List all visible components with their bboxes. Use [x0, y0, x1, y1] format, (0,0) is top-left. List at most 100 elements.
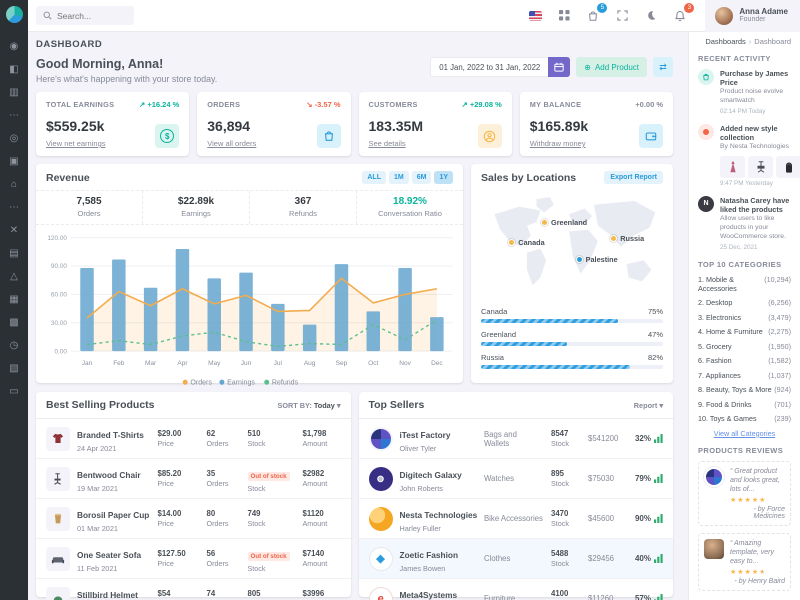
top-navbar: 5 3 Anna Adame Founder: [28, 0, 800, 32]
seller-row[interactable]: ◍ Digitech Galaxy John Roberts Watches 89…: [358, 459, 673, 499]
product-row[interactable]: Borosil Paper Cup 01 Mar 2021 $14.00 Price…: [36, 499, 351, 539]
dollar-icon: $: [155, 124, 180, 148]
product-row[interactable]: One Seater Sofa 11 Feb 2021 $127.50 Price …: [36, 539, 351, 579]
revenue-chart[interactable]: 0.00 30.00 60.00 90.00 120.00 Jan Feb Mar Apr May…: [36, 225, 463, 390]
orders-card[interactable]: ORDERS ↘ -3.57 % 36,894 View all orders: [197, 92, 351, 156]
marker-russia[interactable]: Russia: [610, 234, 644, 243]
activity-item[interactable]: Added new style collection By Nesta Tech…: [698, 123, 800, 187]
product-row[interactable]: Stillbird Helmet17 Jan 2021 $54Price 74O…: [36, 579, 351, 600]
sidebar-menu-icon-4[interactable]: ⋯: [9, 110, 19, 121]
sidebar-menu-icon-15[interactable]: ▧: [9, 363, 19, 374]
bag-thumbnail[interactable]: [776, 155, 800, 178]
category-row[interactable]: 3. Electronics (3,479): [698, 313, 791, 322]
calendar-button[interactable]: [548, 57, 571, 77]
withdraw-money-link[interactable]: Withdraw money: [529, 139, 586, 148]
svg-text:Nov: Nov: [399, 360, 411, 367]
chair-thumbnail[interactable]: [748, 155, 773, 178]
marker-palestine[interactable]: Palestine: [575, 255, 618, 264]
sidebar-menu-icon-12[interactable]: ▦: [9, 294, 19, 305]
category-row[interactable]: 7. Appliances (1,037): [698, 371, 791, 380]
notifications-bell-icon[interactable]: 3: [672, 2, 695, 24]
breadcrumb-parent[interactable]: Dashboards: [705, 37, 746, 46]
tab-1y[interactable]: 1Y: [434, 171, 453, 184]
category-row[interactable]: 2. Desktop (6,256): [698, 298, 791, 307]
export-report-button[interactable]: Export Report: [604, 171, 663, 184]
sidebar-menu-icon-3[interactable]: ▥: [9, 87, 19, 98]
language-flag-icon[interactable]: [527, 8, 543, 24]
cart-icon[interactable]: 5: [585, 2, 608, 24]
activity-item[interactable]: N Natasha Carey have liked the products …: [698, 195, 791, 251]
revenue-refunds-label: Refunds: [289, 209, 317, 218]
location-row-canada: Canada 75%: [481, 307, 663, 323]
dress-thumbnail[interactable]: [720, 155, 745, 178]
category-row[interactable]: 4. Home & Furniture (2,275): [698, 327, 791, 336]
user-menu[interactable]: Anna Adame Founder: [705, 0, 800, 32]
svg-text:Jul: Jul: [274, 360, 283, 367]
total-earnings-card[interactable]: TOTAL EARNINGS ↗ +16.24 % $559.25k View …: [36, 92, 190, 156]
seller-row[interactable]: iTest Factory Oliver Tyler Bags and Walle…: [358, 419, 673, 459]
product-review-card[interactable]: “ Great product and looks great, lots of…: [698, 460, 791, 526]
svg-text:Aug: Aug: [304, 360, 316, 367]
product-row[interactable]: Branded T-Shirts 24 Apr 2021 $29.00 Price …: [36, 419, 351, 459]
breadcrumb-current: Dashboard: [754, 37, 791, 46]
svg-text:Refunds: Refunds: [272, 379, 299, 387]
seller-row[interactable]: Nesta Technologies Harley Fuller Bike Acc…: [358, 499, 673, 539]
sidebar-menu-icon-7[interactable]: ⌂: [10, 179, 18, 190]
view-all-orders-link[interactable]: View all orders: [207, 139, 257, 148]
product-row[interactable]: Bentwood Chair 19 Mar 2021 $85.20 Price 35…: [36, 459, 351, 499]
app-logo-icon[interactable]: [5, 6, 23, 23]
marker-greenland[interactable]: Greenland: [541, 218, 587, 227]
fullscreen-icon[interactable]: [614, 8, 630, 24]
category-row[interactable]: 8. Beauty, Toys & More (924): [698, 385, 791, 394]
date-range-value[interactable]: 01 Jan, 2022 to 31 Jan, 2022: [430, 57, 549, 77]
review-quote: “ Great product and looks great, lots of…: [730, 467, 780, 493]
layout-toggle-button[interactable]: ⇄: [653, 57, 673, 77]
mini-bars-icon: [654, 514, 663, 523]
sidebar-menu-icon-1[interactable]: ◉: [9, 41, 19, 52]
date-range-picker[interactable]: 01 Jan, 2022 to 31 Jan, 2022: [430, 57, 571, 77]
tab-all[interactable]: ALL: [362, 171, 386, 184]
tab-1m[interactable]: 1M: [388, 171, 409, 184]
world-map[interactable]: Greenland Canada Russia Palestine: [481, 192, 663, 296]
category-row[interactable]: 9. Food & Drinks (701): [698, 400, 791, 409]
category-count: (2,275): [768, 327, 791, 337]
category-row[interactable]: 5. Grocery (1,950): [698, 342, 791, 351]
seller-row-highlighted[interactable]: ◆ Zoetic Fashion James Bowen Clothes 5488…: [358, 539, 673, 579]
sidebar-menu-icon-14[interactable]: ◷: [9, 340, 19, 351]
sidebar-menu-icon-16[interactable]: ▭: [9, 386, 19, 397]
category-row[interactable]: 6. Fashion (1,582): [698, 356, 791, 365]
view-all-categories-link[interactable]: View all Categories: [713, 428, 776, 438]
sort-by-dropdown[interactable]: SORT BY: Today ▾: [277, 400, 341, 410]
sidebar-menu-icon-8[interactable]: ⋯: [9, 202, 19, 213]
marker-canada[interactable]: Canada: [508, 238, 545, 247]
revenue-range-tabs: ALL 1M 6M 1Y: [362, 171, 453, 184]
tab-6m[interactable]: 6M: [411, 171, 432, 184]
activity-item[interactable]: Purchase by James Price Product noise ev…: [698, 69, 791, 115]
search-input[interactable]: [57, 10, 127, 21]
svg-text:May: May: [208, 360, 221, 367]
category-row[interactable]: 10. Toys & Games (239): [698, 414, 791, 423]
sidebar-menu-icon-2[interactable]: ◧: [9, 64, 19, 75]
sidebar-menu-icon-11[interactable]: △: [10, 271, 18, 282]
apps-grid-icon[interactable]: [556, 8, 572, 24]
view-net-earnings-link[interactable]: View net earnings: [46, 139, 106, 148]
product-review-card[interactable]: “ Amazing template, very easy to... ★★★★…: [698, 532, 791, 592]
sidebar-menu-icon-6[interactable]: ▣: [9, 156, 19, 167]
sidebar-menu-icon-5[interactable]: ◎: [9, 133, 19, 144]
sidebar-menu-icon-9[interactable]: ✕: [9, 225, 19, 236]
see-details-link[interactable]: See details: [368, 139, 406, 148]
customers-card[interactable]: CUSTOMERS ↗ +29.08 % 183.35M See details: [358, 92, 512, 156]
search-box[interactable]: [36, 6, 134, 25]
products-reviews-heading: PRODUCTS REVIEWS: [698, 445, 784, 455]
revenue-earnings-label: Earnings: [181, 209, 211, 218]
product-name: Borosil Paper Cup: [77, 509, 150, 520]
report-dropdown[interactable]: Report ▾: [633, 400, 663, 410]
product-date: 24 Apr 2021: [77, 443, 117, 453]
sidebar-menu-icon-10[interactable]: ▤: [9, 248, 19, 259]
my-balance-card[interactable]: MY BALANCE +0.00 % $165.89k Withdraw mon…: [519, 92, 673, 156]
sidebar-menu-icon-13[interactable]: ▩: [9, 317, 19, 328]
category-row[interactable]: 1. Mobile & Accessories (10,294): [698, 275, 791, 293]
dark-mode-moon-icon[interactable]: [643, 8, 659, 24]
add-product-button[interactable]: ⊕ Add Product: [576, 57, 647, 77]
seller-row[interactable]: e Meta4SystemsZoe Dennis Furniture 4100S…: [359, 579, 674, 600]
